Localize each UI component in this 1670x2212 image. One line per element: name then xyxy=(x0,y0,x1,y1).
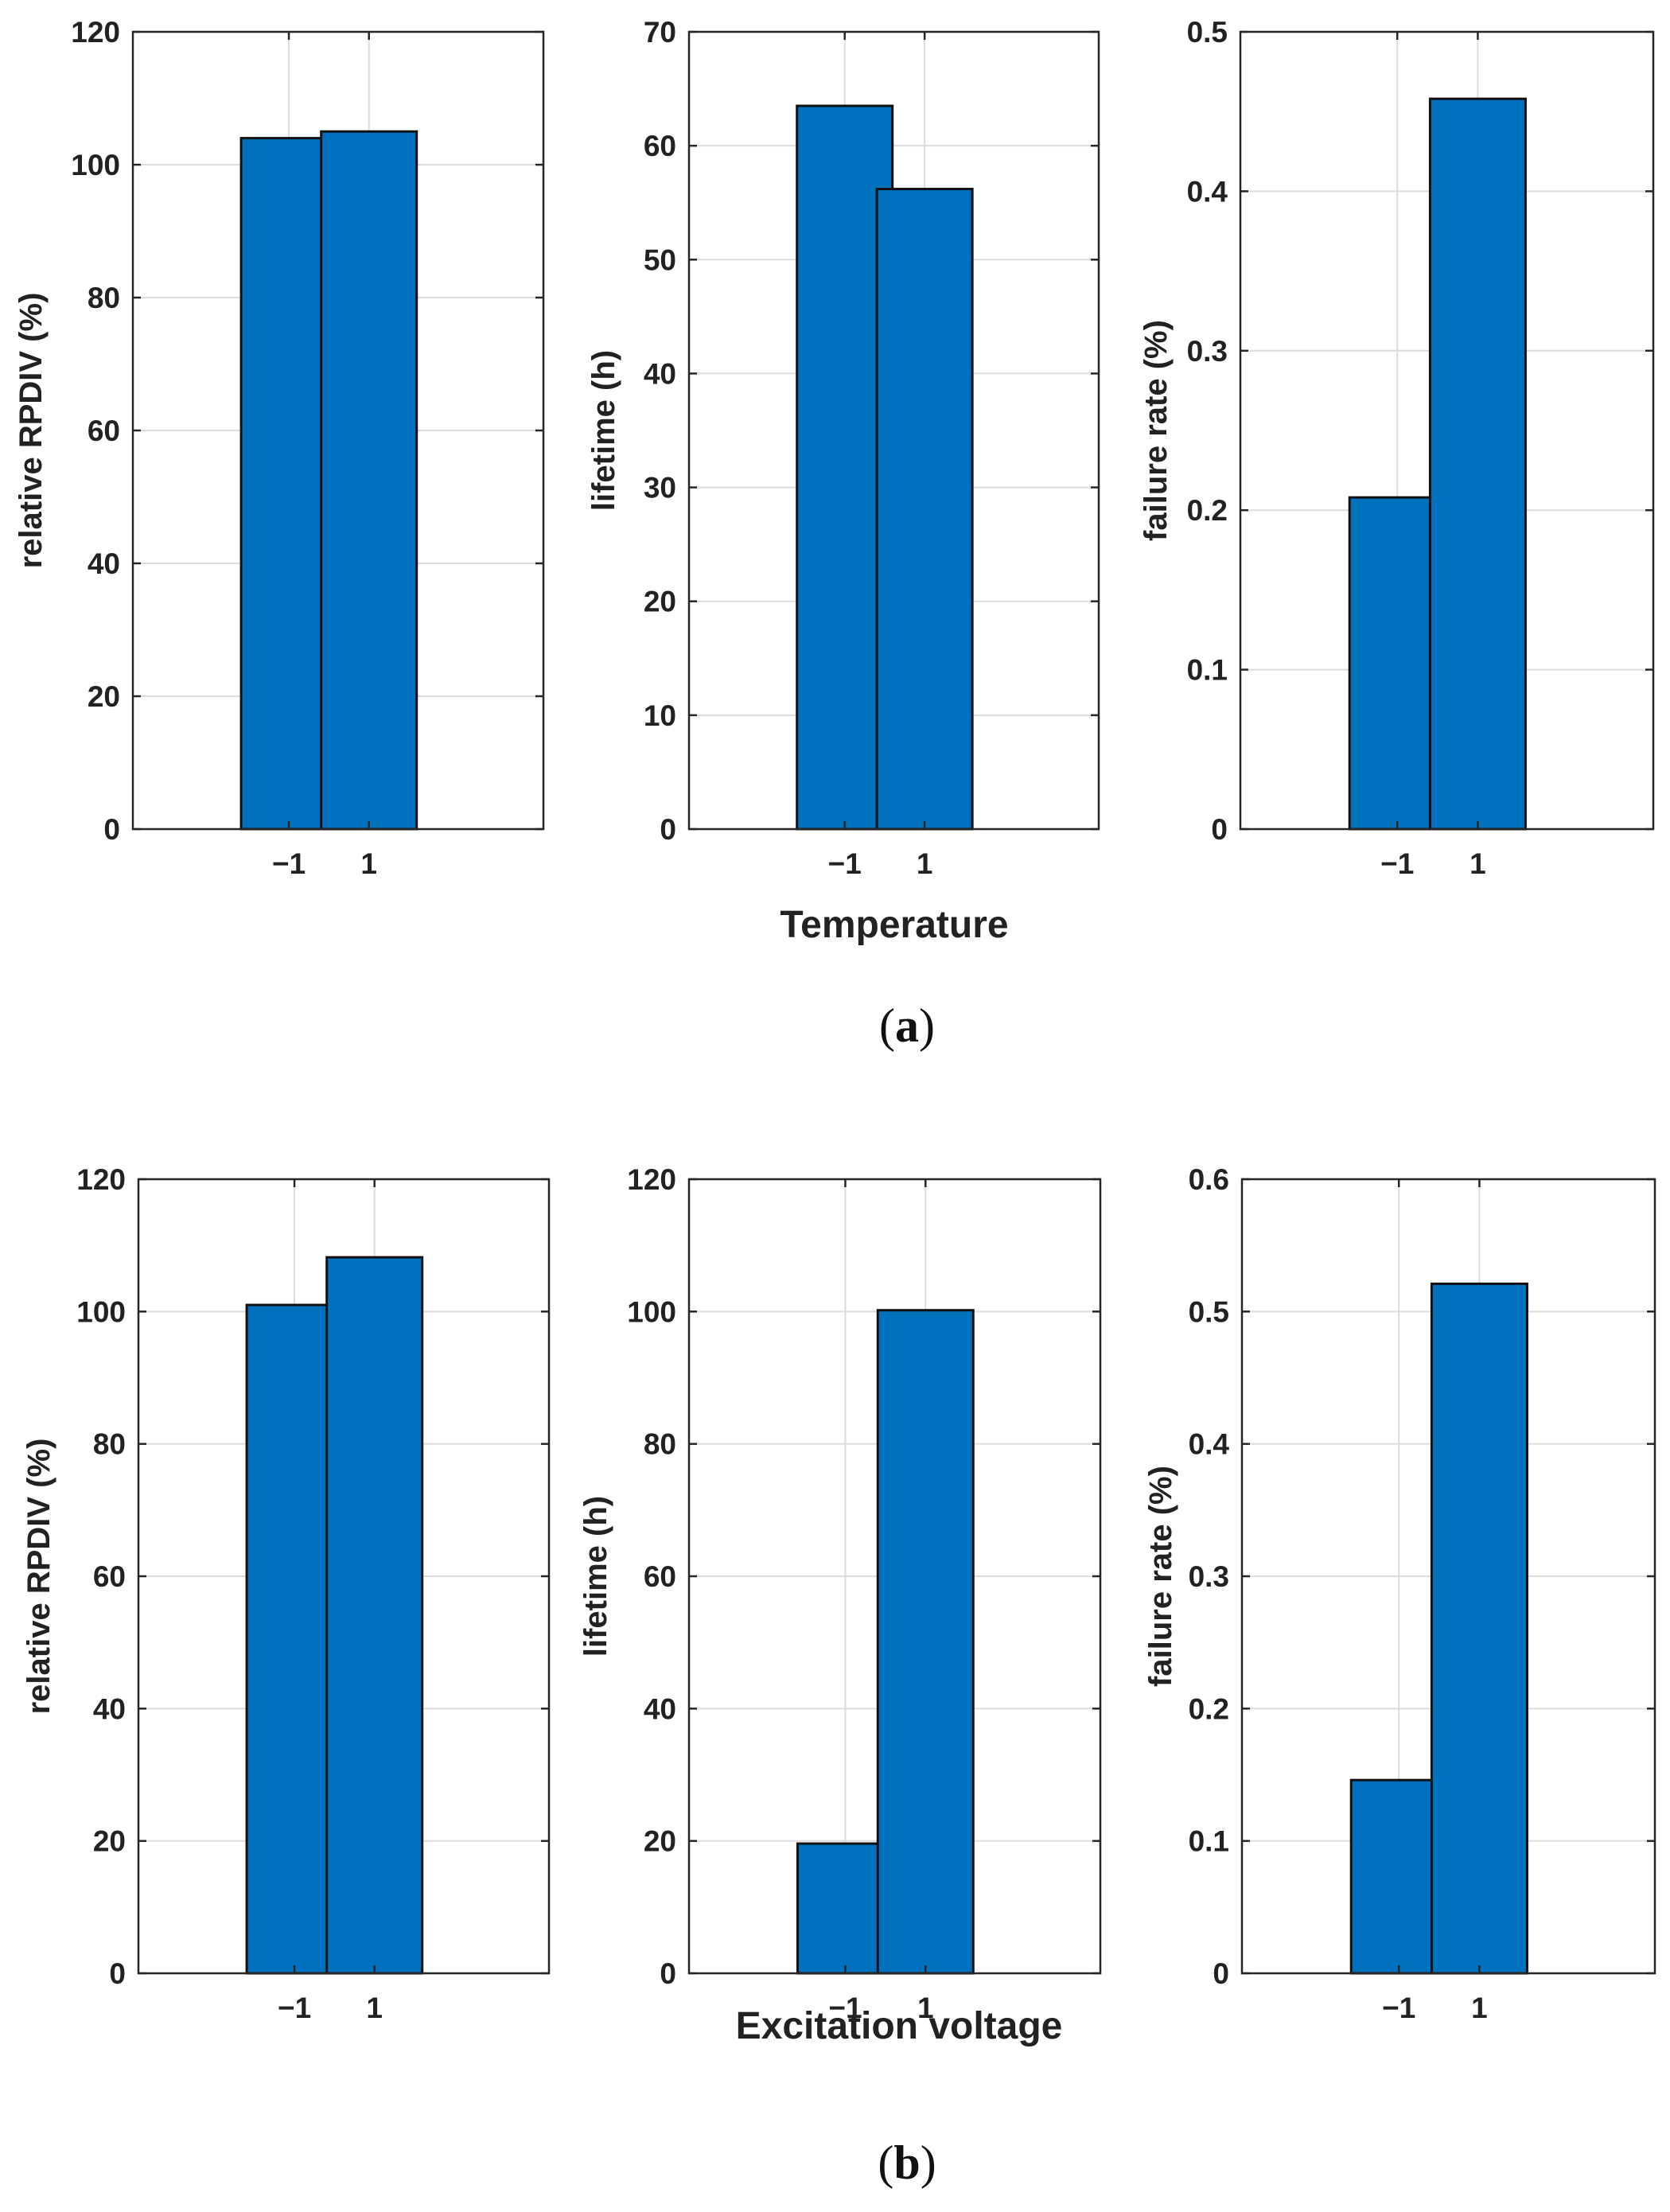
ytick-label: 120 xyxy=(71,16,120,49)
ytick-label: 100 xyxy=(71,149,120,181)
ytick-label: 0 xyxy=(103,813,120,846)
ytick-label: 0.4 xyxy=(1187,175,1228,208)
xtick-label: −1 xyxy=(278,1992,311,2024)
ytick-label: 0 xyxy=(660,813,676,846)
bar-plus1 xyxy=(320,130,418,831)
ylabel: lifetime (h) xyxy=(586,350,621,511)
ytick-label: 40 xyxy=(93,1692,126,1725)
ytick-label: 0.5 xyxy=(1187,16,1228,49)
caption-a: (a) xyxy=(879,999,935,1052)
ytick-label: 20 xyxy=(644,586,676,618)
xlabel-excitation-voltage: Excitation voltage xyxy=(736,2005,1063,2047)
xtick-label: 1 xyxy=(917,847,933,880)
bar-plus1 xyxy=(325,1256,424,1975)
xlabel-temperature: Temperature xyxy=(780,904,1008,946)
ytick-label: 60 xyxy=(88,415,120,447)
chart-a-1: 0 20 40 60 80 100 120 −1 1 relative RPDIV (%) xyxy=(14,16,545,880)
xtick-label: 1 xyxy=(360,847,377,880)
ylabel: lifetime (h) xyxy=(578,1496,613,1657)
ytick-label: 0 xyxy=(660,1957,676,1990)
ylabel: relative RPDIV (%) xyxy=(21,1439,56,1715)
xtick-label: −1 xyxy=(828,847,862,880)
xtick-label: 1 xyxy=(917,1992,934,2024)
ytick-label: 100 xyxy=(76,1295,126,1328)
ytick-label: 120 xyxy=(76,1163,126,1196)
caption-b: (b) xyxy=(878,2136,936,2189)
ytick-label: 60 xyxy=(644,1560,676,1593)
caption-b-letter: b xyxy=(893,2136,920,2189)
ytick-label: 20 xyxy=(88,680,120,713)
ytick-label: 20 xyxy=(93,1825,126,1858)
ytick-label: 10 xyxy=(644,699,676,732)
bar-plus1 xyxy=(1428,97,1527,831)
ytick-label: 50 xyxy=(644,243,676,276)
ytick-label: 100 xyxy=(627,1295,676,1328)
ylabel: failure rate (%) xyxy=(1143,1466,1178,1687)
chart-b-3: 0 0.1 0.2 0.3 0.4 0.5 0.6 −1 1 failure rate (%) xyxy=(1143,1163,1656,2024)
ytick-label: 40 xyxy=(88,547,120,580)
ytick-label: 0.3 xyxy=(1187,335,1228,368)
ytick-label: 40 xyxy=(644,357,676,390)
xtick-label: −1 xyxy=(272,847,306,880)
chart-b-1: 0 20 40 60 80 100 120 −1 1 relative RPDIV (%) xyxy=(21,1163,551,2024)
ytick-label: 0.2 xyxy=(1189,1692,1229,1725)
xtick-label: 1 xyxy=(1470,847,1486,880)
ytick-label: 0.5 xyxy=(1189,1295,1229,1328)
ytick-label: 0.4 xyxy=(1189,1428,1230,1461)
ytick-label: 0.2 xyxy=(1187,494,1228,527)
ytick-label: 20 xyxy=(644,1825,676,1858)
axes-frame xyxy=(1239,30,1655,831)
ytick-label: 60 xyxy=(93,1560,126,1593)
ytick-label: 0 xyxy=(1213,1957,1229,1990)
ytick-label: 70 xyxy=(644,16,676,49)
ytick-label: 80 xyxy=(644,1428,676,1461)
ytick-label: 0.1 xyxy=(1189,1825,1229,1858)
xtick-label: 1 xyxy=(366,1992,383,2024)
xtick-label: −1 xyxy=(1380,847,1414,880)
ytick-label: 0.1 xyxy=(1187,654,1228,687)
ytick-label: 80 xyxy=(93,1428,126,1461)
ytick-label: 30 xyxy=(644,472,676,504)
ytick-label: 80 xyxy=(88,282,120,314)
ytick-label: 0.3 xyxy=(1189,1560,1229,1593)
bar-plus1 xyxy=(876,1309,975,1975)
chart-a-3: 0 0.1 0.2 0.3 0.4 0.5 −1 1 failure rate (%) xyxy=(1139,16,1655,880)
ytick-label: 0 xyxy=(1211,813,1228,846)
axes-frame xyxy=(687,30,1100,831)
ylabel: relative RPDIV (%) xyxy=(14,293,49,569)
ytick-label: 0.6 xyxy=(1189,1163,1229,1196)
bar-plus1 xyxy=(1430,1282,1528,1975)
chart-a-2: 0 10 20 30 40 50 60 70 −1 1 lifetime (h) xyxy=(586,16,1100,880)
ytick-label: 40 xyxy=(644,1692,676,1725)
ytick-label: 0 xyxy=(109,1957,126,1990)
ytick-label: 120 xyxy=(627,1163,676,1196)
ylabel: failure rate (%) xyxy=(1139,320,1174,541)
xtick-label: −1 xyxy=(1382,1992,1415,2024)
xtick-label: −1 xyxy=(828,1992,862,2024)
caption-a-letter: a xyxy=(895,999,919,1052)
xtick-label: 1 xyxy=(1471,1992,1488,2024)
chart-b-2: 0 20 40 60 80 100 120 −1 1 lifetime (h) xyxy=(578,1163,1102,2024)
bar-plus1 xyxy=(875,188,974,831)
ytick-label: 60 xyxy=(644,130,676,162)
